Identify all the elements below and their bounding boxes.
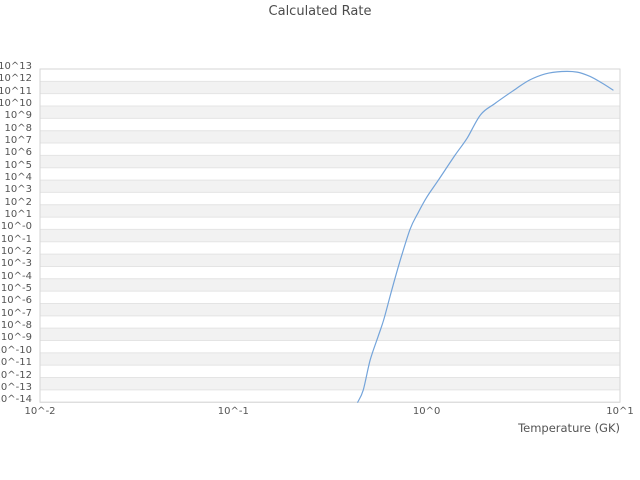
grid-band <box>40 106 620 119</box>
y-tick-label: 10^-2 <box>0 246 32 258</box>
grid-band <box>40 167 620 181</box>
grid-band <box>40 303 620 316</box>
grid-band <box>40 328 620 341</box>
y-tick-label: 10^-13 <box>0 381 32 393</box>
grid-band <box>40 229 620 242</box>
y-tick-label: 10^-4 <box>0 270 32 282</box>
grid-band <box>40 278 620 292</box>
y-tick-label: 10^-7 <box>0 307 32 319</box>
x-tick-label: 10^-1 <box>217 406 249 417</box>
grid-band <box>40 365 620 378</box>
y-tick-label: 10^4 <box>4 172 32 184</box>
grid-band <box>40 118 620 131</box>
y-tick-label: 10^8 <box>4 122 32 134</box>
grid-band <box>40 266 620 279</box>
grid-band <box>40 204 620 218</box>
grid-band <box>40 315 620 329</box>
y-tick-label: 10^13 <box>0 61 32 72</box>
grid-band <box>40 192 620 205</box>
grid-band <box>40 143 620 156</box>
grid-band <box>40 340 620 353</box>
y-tick-label: 10^-12 <box>0 369 32 381</box>
rate-curve <box>357 70 614 403</box>
chart-title: Calculated Rate <box>268 4 372 19</box>
y-tick-label: 10^-6 <box>0 295 32 307</box>
grid-band <box>40 389 620 403</box>
y-tick-label: 10^-1 <box>0 233 32 245</box>
y-tick-label: 10^7 <box>4 135 32 147</box>
y-tick-label: 10^11 <box>0 85 32 97</box>
y-tick-label: 10^5 <box>4 159 32 171</box>
y-tick-label: 10^-9 <box>0 332 32 344</box>
y-tick-label: 10^3 <box>4 184 32 196</box>
y-tick-label: 10^2 <box>4 196 32 208</box>
y-tick-label: 10^-11 <box>0 357 32 369</box>
grid-band <box>40 81 620 94</box>
y-tick-label: 10^1 <box>4 209 32 221</box>
y-tick-label: 10^9 <box>4 110 32 122</box>
x-axis-title: Temperature (GK) <box>518 421 620 435</box>
x-tick-label: 10^-2 <box>24 406 56 417</box>
grid-band <box>40 217 620 230</box>
y-tick-label: 10^-0 <box>0 221 32 233</box>
grid-band <box>40 69 620 82</box>
grid-band <box>40 352 620 366</box>
y-tick-label: 10^-14 <box>0 394 32 406</box>
y-tick-label: 10^12 <box>0 73 32 85</box>
y-tick-label: 10^-10 <box>0 344 32 356</box>
y-tick-label: 10^-8 <box>0 320 32 332</box>
x-tick-label: 10^1 <box>606 406 634 417</box>
y-tick-label: 10^10 <box>0 98 32 110</box>
grid-band <box>40 93 620 107</box>
grid-band <box>40 254 620 267</box>
y-tick-label: 10^-3 <box>0 258 32 270</box>
plot-border <box>39 68 621 403</box>
y-tick-label: 10^6 <box>4 147 32 159</box>
y-tick-label: 10^-5 <box>0 283 32 295</box>
grid-band <box>40 180 620 193</box>
x-tick-label: 10^0 <box>412 406 441 417</box>
grid-band <box>40 377 620 390</box>
grid-band <box>40 130 620 144</box>
grid-band <box>40 291 620 304</box>
grid-band <box>40 155 620 168</box>
grid-band <box>40 241 620 255</box>
